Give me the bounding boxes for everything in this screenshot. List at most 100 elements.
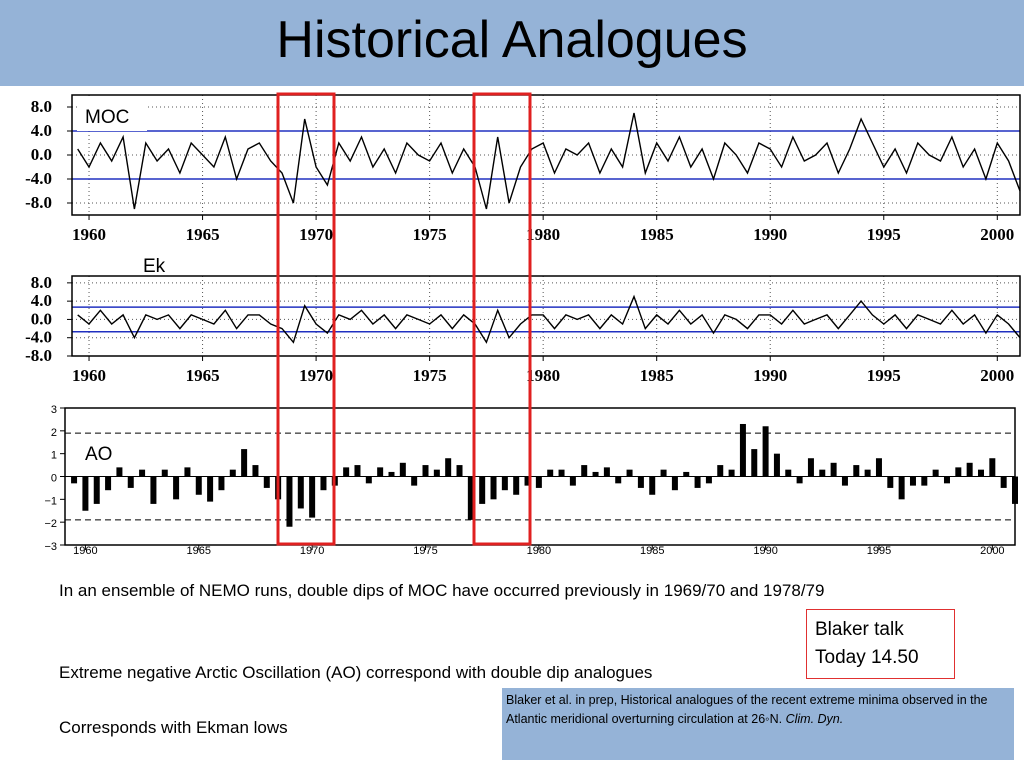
bar (184, 467, 191, 477)
paragraph: Corresponds with Ekman lows (59, 718, 288, 737)
x-tick-label: 1995 (867, 366, 901, 385)
bar (626, 469, 633, 477)
bar (93, 476, 100, 504)
y-tick-label: -4.0 (25, 169, 52, 188)
bar (399, 462, 406, 477)
bar (547, 469, 554, 477)
header-band (0, 0, 1024, 86)
x-tick-label: 1985 (640, 366, 674, 385)
bar (150, 476, 157, 504)
bar (864, 469, 871, 477)
bar (966, 462, 973, 477)
y-tick-label: −3 (44, 541, 57, 553)
bar (830, 462, 837, 477)
bar (343, 467, 350, 477)
bar (535, 476, 542, 488)
data-line (77, 294, 1021, 344)
bar (411, 476, 418, 486)
y-tick-label: 1 (51, 450, 57, 462)
bar (989, 458, 996, 477)
bar (252, 465, 259, 477)
bar (263, 476, 270, 488)
bar (377, 467, 384, 477)
bar (932, 469, 939, 477)
y-tick-label: 0.0 (31, 145, 52, 164)
plot-frame (71, 275, 1021, 357)
chart-label: Ek (143, 256, 166, 277)
bar (773, 453, 780, 477)
chart-label: MOC (85, 107, 129, 128)
bar (490, 476, 497, 500)
x-tick-label: 1995 (867, 225, 901, 244)
paragraph: Extreme negative Arctic Oscillation (AO)… (59, 663, 653, 682)
paragraph: In an ensemble of NEMO runs, double dips… (59, 581, 825, 600)
x-tick-label: 1990 (753, 366, 787, 385)
x-tick-label: 1970 (299, 225, 333, 244)
x-tick-label: 1960 (72, 366, 106, 385)
bar (513, 476, 520, 495)
x-tick-label: 1965 (187, 545, 211, 557)
bar (320, 476, 327, 491)
x-tick-label: 1980 (526, 225, 560, 244)
bar (785, 469, 792, 477)
bar (297, 476, 304, 509)
bar (581, 465, 588, 477)
bar (887, 476, 894, 488)
plot-frame (64, 407, 1016, 546)
bar (739, 423, 746, 477)
y-tick-label: 0 (51, 473, 57, 485)
bar (467, 476, 474, 520)
y-tick-label: 8.0 (31, 273, 52, 292)
bar (456, 465, 463, 477)
y-tick-label: −1 (44, 495, 57, 507)
bar (388, 471, 395, 477)
bar (558, 469, 565, 477)
x-tick-label: 1985 (640, 225, 674, 244)
y-tick-label: −2 (44, 518, 57, 530)
x-tick-label: 1965 (186, 366, 220, 385)
bar (671, 476, 678, 491)
bar (116, 467, 123, 477)
x-tick-label: 1975 (413, 225, 447, 244)
x-tick-label: 1990 (753, 225, 787, 244)
callout: Blaker talk Today 14.50 (806, 609, 955, 679)
y-tick-label: 4.0 (31, 291, 52, 310)
y-tick-label: 3 (51, 404, 57, 416)
bar (705, 476, 712, 484)
bar (139, 469, 146, 477)
bar (127, 476, 134, 488)
bar (479, 476, 486, 504)
y-tick-label: -4.0 (25, 328, 52, 347)
bar (955, 467, 962, 477)
bar (286, 476, 293, 527)
callout-line: Blaker talk (815, 619, 904, 640)
y-tick-label: 2 (51, 427, 57, 439)
bar (649, 476, 656, 495)
x-tick-label: 1975 (413, 366, 447, 385)
y-tick-label: -8.0 (25, 346, 52, 365)
bar (909, 476, 916, 486)
bar (751, 449, 758, 477)
bar (683, 471, 690, 477)
bar (603, 467, 610, 477)
bar (898, 476, 905, 500)
data-line (77, 112, 1021, 210)
bar (875, 458, 882, 477)
bar (796, 476, 803, 484)
bar (807, 458, 814, 477)
bar (71, 476, 78, 484)
x-tick-label: 1965 (186, 225, 220, 244)
bar (105, 476, 112, 491)
citation: Blaker et al. in prep, Historical analog… (502, 688, 1014, 760)
slide-title: Historical Analogues (276, 11, 748, 69)
bar (717, 465, 724, 477)
bar (853, 465, 860, 477)
bar (592, 471, 599, 477)
bar (82, 476, 89, 511)
bar (921, 476, 928, 486)
bar (660, 469, 667, 477)
x-tick-label: 1990 (753, 545, 777, 557)
x-tick-label: 1985 (640, 545, 664, 557)
bar (445, 458, 452, 477)
bar (422, 465, 429, 477)
